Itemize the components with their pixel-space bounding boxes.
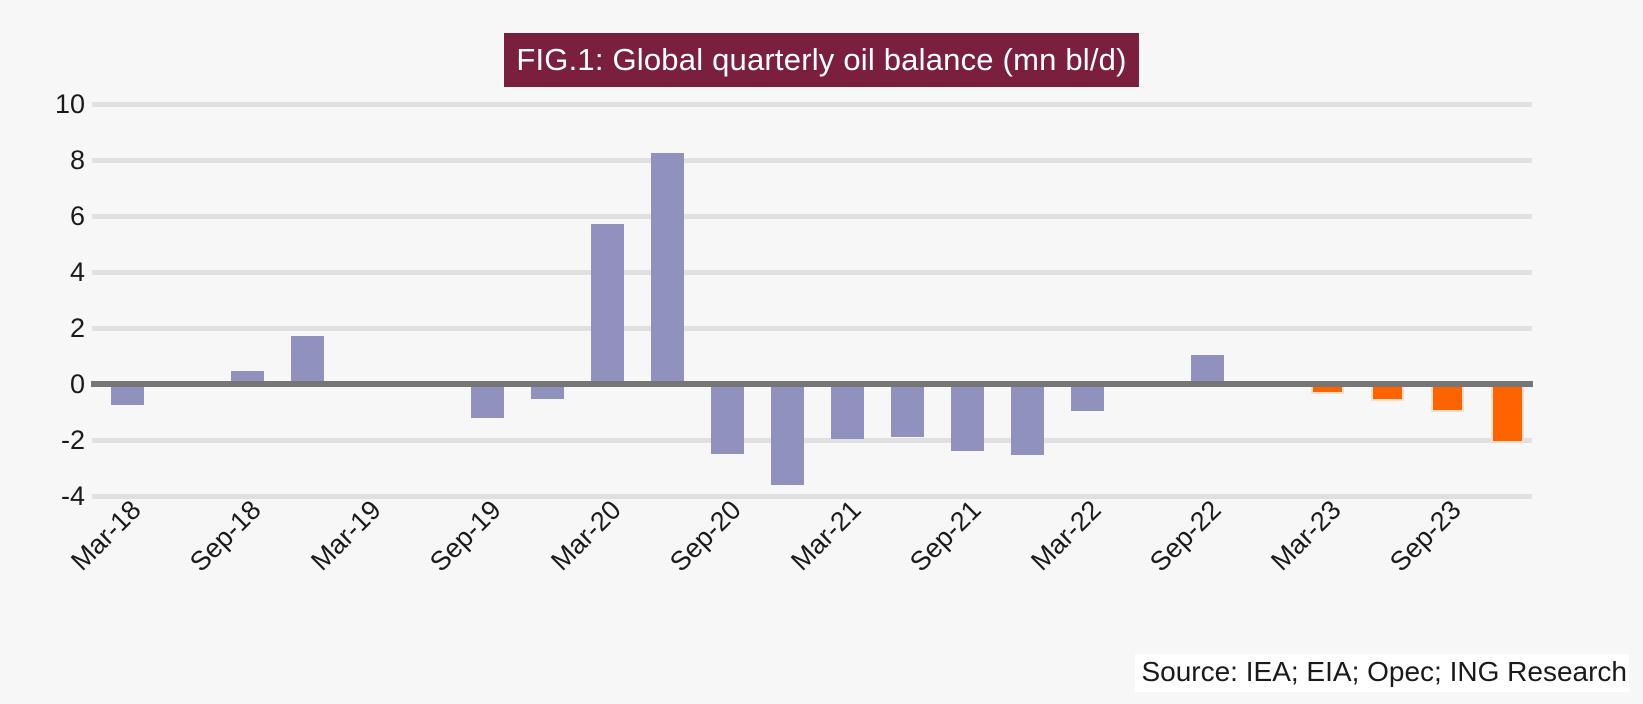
bar-dec-19 bbox=[530, 384, 564, 400]
zero-axis-line bbox=[91, 381, 1533, 387]
bar-mar-21 bbox=[830, 384, 864, 439]
y-axis-tick-label: 2 bbox=[69, 313, 85, 343]
bar-dec-20 bbox=[770, 384, 804, 485]
gridline bbox=[92, 269, 1532, 275]
bar-dec-18 bbox=[290, 336, 324, 384]
bar-dec-21 bbox=[1010, 384, 1044, 456]
bar-jun-20 bbox=[650, 153, 684, 384]
bar-dec-23 bbox=[1490, 384, 1524, 443]
plot-area bbox=[91, 101, 1533, 499]
y-axis-tick-label: 0 bbox=[69, 369, 85, 399]
gridline bbox=[92, 437, 1532, 443]
chart-title-container: FIG.1: Global quarterly oil balance (mn … bbox=[0, 33, 1643, 87]
bar-sep-19 bbox=[470, 384, 504, 418]
bar-sep-18 bbox=[230, 371, 264, 384]
y-axis-tick-label: 10 bbox=[54, 89, 85, 119]
bar-sep-20 bbox=[710, 384, 744, 454]
bar-sep-21 bbox=[950, 384, 984, 452]
y-axis-tick-label: -4 bbox=[60, 481, 85, 511]
gridline bbox=[92, 213, 1532, 219]
source-note: Source: IEA; EIA; Opec; ING Research bbox=[1135, 654, 1629, 692]
bar-mar-18 bbox=[110, 384, 144, 405]
y-axis-tick-label: 8 bbox=[69, 145, 85, 175]
gridline bbox=[92, 325, 1532, 331]
gridline bbox=[92, 157, 1532, 163]
bar-jun-21 bbox=[890, 384, 924, 438]
bar-sep-23 bbox=[1430, 384, 1464, 412]
gridline bbox=[92, 493, 1532, 499]
y-axis-tick-label: 6 bbox=[69, 201, 85, 231]
gridline bbox=[92, 101, 1532, 107]
bars-group bbox=[92, 104, 1532, 496]
bar-mar-20 bbox=[590, 224, 624, 384]
bar-mar-22 bbox=[1070, 384, 1104, 411]
y-axis-tick-label: 4 bbox=[69, 257, 85, 287]
chart-title: FIG.1: Global quarterly oil balance (mn … bbox=[504, 33, 1139, 87]
x-axis: Mar-18 Sep-18 Mar-19 Sep-19 Mar-20 Sep-20 Mar-… bbox=[65, 495, 1532, 606]
bar-sep-22 bbox=[1190, 354, 1224, 384]
y-axis-tick-label: -2 bbox=[60, 425, 85, 455]
